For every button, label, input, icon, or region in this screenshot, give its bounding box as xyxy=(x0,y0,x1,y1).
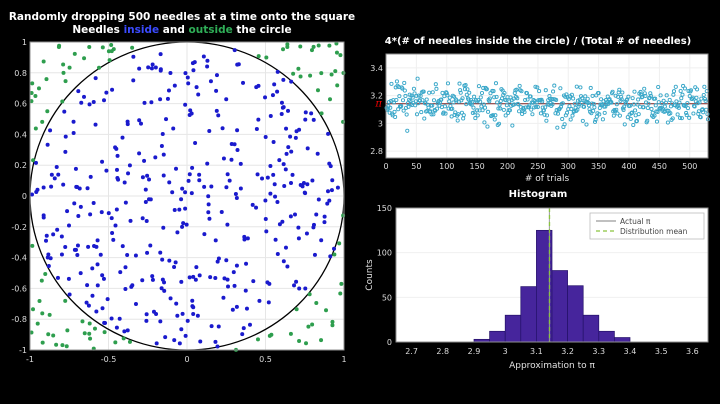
svg-text:Counts: Counts xyxy=(365,259,375,291)
svg-text:1: 1 xyxy=(22,38,27,47)
svg-text:0: 0 xyxy=(387,338,392,347)
svg-text:-0.2: -0.2 xyxy=(11,223,27,232)
left-chart-title-line2: Needles inside and outside the circle xyxy=(8,24,356,37)
title-line2-suffix: the circle xyxy=(232,24,292,36)
left-chart-title-line1: Randomly dropping 500 needles at a time … xyxy=(8,11,356,23)
svg-text:250: 250 xyxy=(530,162,545,171)
svg-text:3.6: 3.6 xyxy=(686,347,699,356)
svg-text:2.8: 2.8 xyxy=(370,147,383,156)
svg-text:-0.6: -0.6 xyxy=(11,284,27,293)
svg-text:50: 50 xyxy=(382,293,392,302)
svg-text:3.2: 3.2 xyxy=(561,347,574,356)
svg-text:0.4: 0.4 xyxy=(14,130,27,139)
svg-text:0: 0 xyxy=(184,355,189,364)
svg-text:-1: -1 xyxy=(19,346,27,355)
svg-text:350: 350 xyxy=(591,162,606,171)
svg-text:3.5: 3.5 xyxy=(655,347,668,356)
svg-text:Actual π: Actual π xyxy=(620,217,651,226)
svg-text:500: 500 xyxy=(682,162,697,171)
svg-text:150: 150 xyxy=(377,204,392,213)
svg-text:3.4: 3.4 xyxy=(624,347,637,356)
svg-text:-0.4: -0.4 xyxy=(11,254,27,263)
pi-estimate-scatter-chart: 0 50 100 150 200 250 300 350 400 450 500 2.8 3 3.2 3.4… xyxy=(370,53,711,184)
svg-text:1: 1 xyxy=(341,355,346,364)
pi-histogram-chart: 2.7 2.8 2.9 3 3.1 3.2 3.3 3.4 3.5 3.6 0 50 100 150 App… xyxy=(365,204,709,371)
svg-text:0: 0 xyxy=(22,192,27,201)
svg-text:3.4: 3.4 xyxy=(370,64,383,73)
svg-text:0.8: 0.8 xyxy=(14,69,27,78)
svg-text:300: 300 xyxy=(561,162,576,171)
svg-text:3.1: 3.1 xyxy=(530,347,543,356)
svg-text:π: π xyxy=(374,99,382,110)
svg-text:3: 3 xyxy=(503,347,508,356)
svg-text:150: 150 xyxy=(469,162,484,171)
svg-text:3.2: 3.2 xyxy=(370,92,383,101)
left-chart-title: Randomly dropping 500 needles at a time … xyxy=(8,11,356,37)
title-word-inside: inside xyxy=(123,24,160,36)
svg-text:2.8: 2.8 xyxy=(436,347,449,356)
svg-text:3: 3 xyxy=(378,119,383,128)
title-line2-middle: and xyxy=(159,24,189,36)
svg-text:# of trials: # of trials xyxy=(525,174,570,184)
title-line2-prefix: Needles xyxy=(72,24,124,36)
svg-text:400: 400 xyxy=(621,162,636,171)
svg-text:-1: -1 xyxy=(26,355,34,364)
svg-text:2.9: 2.9 xyxy=(468,347,481,356)
title-word-outside: outside xyxy=(188,24,233,36)
svg-text:3.3: 3.3 xyxy=(592,347,605,356)
svg-text:50: 50 xyxy=(411,162,421,171)
svg-text:450: 450 xyxy=(652,162,667,171)
needles-scatter-chart: -1 -0.5 0 0.5 1 -1 -0.8 -0.6 -0.4 -0.2 0 0.2 0.4 0.6 0… xyxy=(11,38,346,364)
svg-text:Distribution mean: Distribution mean xyxy=(620,227,688,236)
svg-text:2.7: 2.7 xyxy=(405,347,418,356)
svg-text:200: 200 xyxy=(500,162,515,171)
svg-text:100: 100 xyxy=(377,249,392,258)
trials-chart-title: 4*(# of needles inside the circle) / (To… xyxy=(384,36,692,47)
svg-text:0: 0 xyxy=(383,162,388,171)
svg-text:0.2: 0.2 xyxy=(14,161,27,170)
svg-text:Approximation to π: Approximation to π xyxy=(509,361,595,371)
svg-text:100: 100 xyxy=(439,162,454,171)
svg-text:0.6: 0.6 xyxy=(14,100,27,109)
svg-text:0.5: 0.5 xyxy=(259,355,272,364)
svg-text:-0.5: -0.5 xyxy=(101,355,117,364)
svg-text:-0.8: -0.8 xyxy=(11,315,27,324)
hist-chart-title: Histogram xyxy=(508,189,568,200)
